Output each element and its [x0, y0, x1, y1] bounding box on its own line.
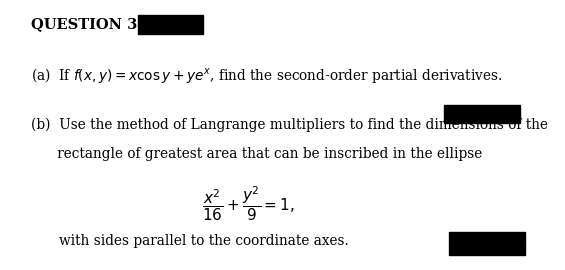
Bar	[449, 232, 525, 255]
Text: with sides parallel to the coordinate axes.: with sides parallel to the coordinate ax…	[59, 234, 349, 248]
Text: QUESTION 3: QUESTION 3	[31, 18, 142, 32]
Text: rectangle of greatest area that can be inscribed in the ellipse: rectangle of greatest area that can be i…	[31, 147, 483, 161]
Bar	[444, 105, 520, 123]
Text: (a)  If $f(x, y) = x\cos y + ye^{x}$, find the second-order partial derivatives.: (a) If $f(x, y) = x\cos y + ye^{x}$, fin…	[31, 66, 503, 85]
Text: $\dfrac{x^2}{16} + \dfrac{y^2}{9} = 1,$: $\dfrac{x^2}{16} + \dfrac{y^2}{9} = 1,$	[202, 185, 295, 223]
Text: (b)  Use the method of Langrange multipliers to find the dimensions of the: (b) Use the method of Langrange multipli…	[31, 117, 548, 132]
Bar	[138, 15, 203, 34]
